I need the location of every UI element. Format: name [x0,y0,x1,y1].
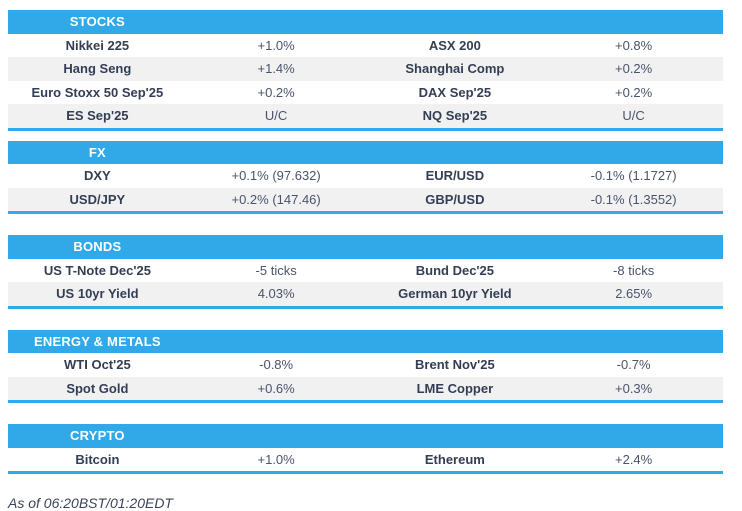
instrument-change: +0.8% [615,37,653,53]
section-title: ENERGY & METALS [33,333,161,349]
section-title: CRYPTO [70,428,125,444]
section-fx: FX DXY +0.1% (97.632) EUR/USD -0.1% (1.1… [8,140,723,214]
instrument-change: -0.7% [616,357,651,373]
instrument-change: U/C [622,108,645,124]
table-row: Nikkei 225 +1.0% ASX 200 +0.8% [8,33,723,57]
instrument-change: -0.8% [259,357,294,373]
instrument-name: US 10yr Yield [56,286,139,302]
instrument-change: +0.2% [615,84,653,100]
section-stocks: STOCKS Nikkei 225 +1.0% ASX 200 +0.8% Ha… [8,10,723,131]
instrument-name: Bund Dec'25 [415,262,494,278]
instrument-change: +0.2% [615,61,653,77]
instrument-change: -8 ticks [613,262,655,278]
table-row: DXY +0.1% (97.632) EUR/USD -0.1% (1.1727… [8,164,723,188]
instrument-change: +1.0% [257,451,295,467]
section-header-bonds: BONDS [8,235,723,259]
instrument-name: LME Copper [416,380,494,396]
instrument-change: -0.1% (1.1727) [590,168,677,184]
instrument-change: 4.03% [257,286,295,302]
section-title: STOCKS [69,14,125,30]
table-row: USD/JPY +0.2% (147.46) GBP/USD -0.1% (1.… [8,187,723,211]
table-row: US T-Note Dec'25 -5 ticks Bund Dec'25 -8… [8,258,723,282]
table-row: US 10yr Yield 4.03% German 10yr Yield 2.… [8,282,723,306]
section-crypto: CRYPTO Bitcoin +1.0% Ethereum +2.4% [8,424,723,474]
section-header-energy-metals: ENERGY & METALS [8,329,723,353]
table-row: Bitcoin +1.0% Ethereum +2.4% [8,447,723,471]
instrument-change: +1.4% [257,61,295,77]
instrument-name: EUR/USD [425,168,485,184]
market-wrap-table: STOCKS Nikkei 225 +1.0% ASX 200 +0.8% Ha… [8,10,723,511]
table-row: ES Sep'25 U/C NQ Sep'25 U/C [8,104,723,128]
section-header-stocks: STOCKS [8,10,723,34]
instrument-name: Euro Stoxx 50 Sep'25 [31,84,164,100]
instrument-change: +0.3% [615,380,653,396]
section-bonds: BONDS US T-Note Dec'25 -5 ticks Bund Dec… [8,235,723,309]
instrument-name: WTI Oct'25 [64,357,131,373]
instrument-change: +2.4% [615,451,653,467]
table-row: Spot Gold +0.6% LME Copper +0.3% [8,376,723,400]
instrument-name: USD/JPY [69,191,126,207]
table-row: Hang Seng +1.4% Shanghai Comp +0.2% [8,57,723,81]
section-energy-metals: ENERGY & METALS WTI Oct'25 -0.8% Brent N… [8,329,723,403]
instrument-name: Shanghai Comp [405,61,505,77]
instrument-name: ES Sep'25 [66,108,129,124]
instrument-name: Spot Gold [66,380,129,396]
instrument-name: DAX Sep'25 [418,84,492,100]
section-header-crypto: CRYPTO [8,424,723,448]
instrument-name: Hang Seng [63,61,132,77]
section-header-fx: FX [8,140,723,164]
instrument-name: Brent Nov'25 [415,357,495,373]
instrument-change: +1.0% [257,37,295,53]
instrument-name: Nikkei 225 [65,37,130,53]
instrument-name: DXY [84,168,111,184]
instrument-name: NQ Sep'25 [422,108,488,124]
section-title: FX [88,144,106,160]
instrument-change: -5 ticks [255,262,297,278]
instrument-change: +0.2% (147.46) [231,191,321,207]
instrument-change: +0.2% [257,84,295,100]
instrument-name: Bitcoin [75,451,120,467]
instrument-name: GBP/USD [425,191,485,207]
instrument-change: -0.1% (1.3552) [590,191,677,207]
instrument-change: U/C [264,108,288,124]
instrument-name: German 10yr Yield [398,286,512,302]
section-title: BONDS [73,239,122,255]
instrument-name: ASX 200 [428,37,481,53]
as-of-timestamp: As of 06:20BST/01:20EDT [8,495,173,511]
instrument-change: +0.1% (97.632) [231,168,321,184]
instrument-change: +0.6% [257,380,295,396]
instrument-name: US T-Note Dec'25 [43,262,151,278]
table-row: WTI Oct'25 -0.8% Brent Nov'25 -0.7% [8,353,723,377]
instrument-name: Ethereum [424,451,485,467]
table-row: Euro Stoxx 50 Sep'25 +0.2% DAX Sep'25 +0… [8,80,723,104]
instrument-change: 2.65% [615,286,653,302]
